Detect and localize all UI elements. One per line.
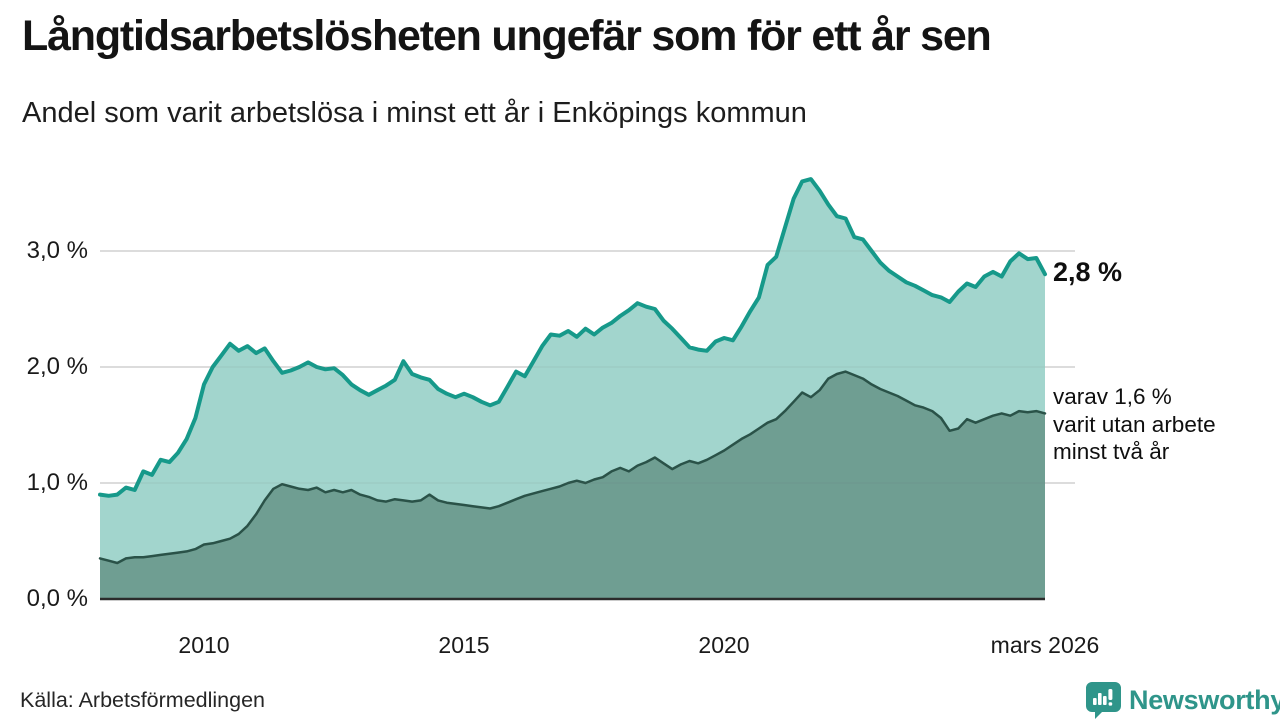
x-tick-2020: 2020	[698, 632, 750, 658]
newsworthy-logo: Newsworthy	[1085, 681, 1280, 719]
annotation-line-3: minst två år	[1053, 439, 1170, 464]
page-title: Långtidsarbetslösheten ungefär som för e…	[22, 12, 992, 60]
two-year-annotation: varav 1,6 % varit utan arbete minst två …	[1053, 383, 1216, 466]
x-tick-2010: 2010	[178, 632, 230, 658]
y-tick-1: 1,0 %	[26, 469, 88, 496]
newsworthy-wordmark: Newsworthy	[1129, 684, 1280, 715]
y-tick-3: 3,0 %	[26, 237, 88, 264]
latest-value-label: 2,8 %	[1053, 257, 1123, 287]
annotation-line-2: varit utan arbete	[1053, 411, 1216, 437]
x-tick-2015: 2015	[438, 632, 490, 658]
annotation-line-1: varav 1,6 %	[1053, 384, 1172, 409]
y-tick-2: 2,0 %	[26, 353, 88, 380]
y-tick-0: 0,0 %	[26, 585, 88, 612]
page-subtitle: Andel som varit arbetslösa i minst ett å…	[22, 97, 807, 129]
x-tick-mars-2026: mars 2026	[990, 632, 1100, 658]
newsworthy-badge-icon	[1086, 682, 1121, 719]
chart-areas	[98, 177, 1047, 599]
source-label: Källa: Arbetsförmedlingen	[20, 688, 266, 712]
gridlines-overlay	[100, 250, 1075, 484]
